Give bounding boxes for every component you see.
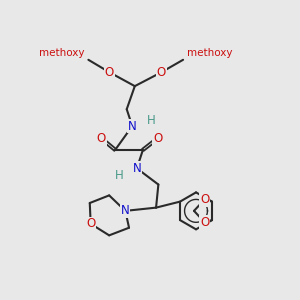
Text: O: O: [200, 193, 209, 206]
Text: O: O: [105, 66, 114, 79]
Text: methoxy: methoxy: [187, 48, 233, 58]
Text: H: H: [115, 169, 124, 182]
Text: O: O: [86, 217, 95, 230]
Text: O: O: [200, 216, 209, 229]
Text: N: N: [128, 120, 136, 133]
Text: O: O: [153, 132, 162, 145]
Text: N: N: [133, 162, 141, 175]
Text: O: O: [97, 132, 106, 145]
Text: N: N: [121, 204, 130, 218]
Text: methoxy: methoxy: [39, 48, 84, 58]
Text: O: O: [157, 66, 166, 79]
Text: H: H: [147, 114, 156, 127]
